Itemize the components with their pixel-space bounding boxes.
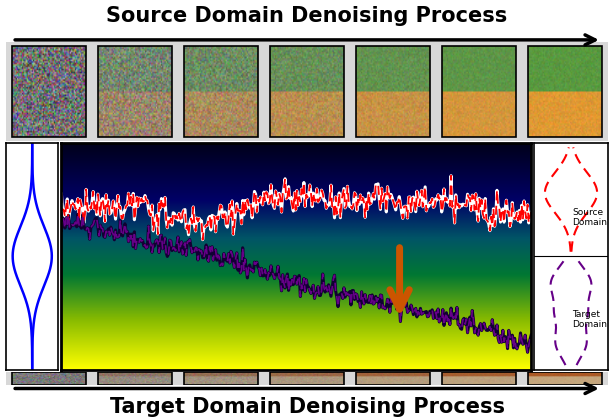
Text: Target
Domain: Target Domain	[572, 310, 607, 329]
Bar	[184, 46, 258, 137]
Bar	[98, 46, 172, 137]
Text: Target Domain Denoising Process: Target Domain Denoising Process	[109, 397, 505, 417]
Bar	[528, 372, 602, 385]
Text: Source Domain Denoising Process: Source Domain Denoising Process	[106, 6, 508, 26]
Text: Source
Domain: Source Domain	[572, 208, 607, 227]
Bar	[442, 46, 516, 137]
Bar	[12, 372, 86, 385]
Bar	[356, 46, 430, 137]
Bar	[12, 46, 86, 137]
Bar	[98, 372, 172, 385]
Bar	[356, 372, 430, 385]
Bar	[270, 46, 344, 137]
Bar	[442, 372, 516, 385]
Bar	[184, 372, 258, 385]
Bar	[528, 46, 602, 137]
Bar	[270, 372, 344, 385]
